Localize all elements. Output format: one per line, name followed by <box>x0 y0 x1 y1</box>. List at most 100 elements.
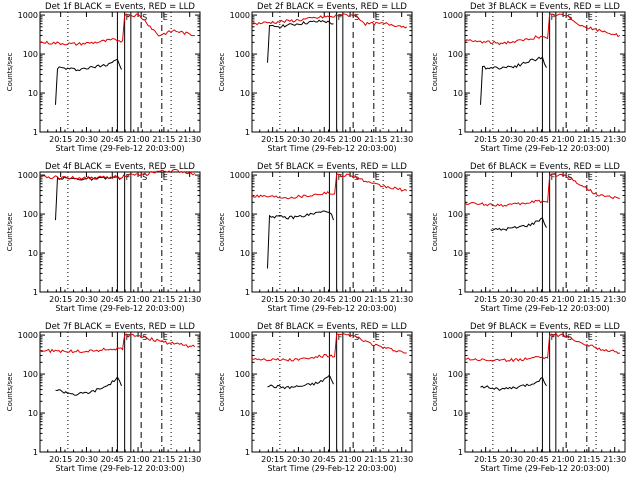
chart-5-y-tick-label: 100 <box>235 210 250 219</box>
chart-1-x-tick-label: 21:00 <box>127 135 150 144</box>
chart-1-lld-series-line <box>39 13 195 46</box>
chart-5-y-label: Counts/sec <box>218 213 226 252</box>
chart-7-lld-series-line <box>39 333 196 354</box>
chart-9-x-tick-label: 20:30 <box>500 455 523 464</box>
chart-1-y-tick-label: 1000 <box>18 11 38 20</box>
chart-2-x-label: Start Time (29-Feb-12 20:03:00) <box>267 144 396 153</box>
chart-9-x-tick-label: 20:45 <box>526 455 549 464</box>
chart-4-title: Det 4f BLACK = Events, RED = LLD <box>45 162 195 172</box>
chart-8-y-tick-label: 100 <box>235 370 250 379</box>
chart-5-title: Det 5f BLACK = Events, RED = LLD <box>257 162 407 172</box>
chart-2-y-tick-label: 1000 <box>230 11 250 20</box>
chart-7-y-tick-label: 100 <box>23 370 38 379</box>
chart-2-panel: Det 2f BLACK = Events, RED = LLD 1 10 100 10… <box>218 2 413 153</box>
chart-5-events-series-line <box>267 210 334 269</box>
chart-3-marker-label-f: F <box>551 13 556 22</box>
chart-4-marker-label-s: S <box>142 173 147 182</box>
chart-6-x-label: Start Time (29-Feb-12 20:03:00) <box>480 304 609 313</box>
chart-8-y-tick-label: 1000 <box>230 331 250 340</box>
chart-3-x-tick-label: 20:15 <box>474 135 497 144</box>
chart-6-x-tick-label: 20:30 <box>500 295 523 304</box>
chart-6-panel: Det 6f BLACK = Events, RED = LLD 1 10 100 10… <box>431 162 626 313</box>
chart-7-marker-label-f: F <box>126 333 131 342</box>
chart-8-marker-label-f: F <box>338 333 343 342</box>
chart-8-y-label: Counts/sec <box>218 373 226 412</box>
chart-1-marker-label-f: F <box>126 13 131 22</box>
chart-5-marker-label-f: F <box>338 173 343 182</box>
chart-1-x-tick-label: 21:30 <box>178 135 201 144</box>
chart-3-x-tick-label: 21:30 <box>603 135 626 144</box>
chart-2-y-tick-label: 1 <box>245 128 250 137</box>
chart-4-lld-series-line <box>40 169 196 180</box>
chart-2-marker-label-e: E <box>375 13 380 22</box>
chart-9-y-tick-label: 1000 <box>443 331 463 340</box>
chart-9-y-label: Counts/sec <box>431 373 439 412</box>
chart-8-x-tick-label: 20:15 <box>261 455 284 464</box>
chart-2-x-tick-label: 21:30 <box>390 135 413 144</box>
chart-3-x-tick-label: 20:30 <box>500 135 523 144</box>
chart-1-events-series-line <box>55 58 122 105</box>
chart-2-axes-frame <box>251 11 413 133</box>
chart-6-x-tick-label: 21:15 <box>577 295 600 304</box>
chart-3-y-tick-label: 1000 <box>443 11 463 20</box>
chart-7-x-tick-label: 20:30 <box>75 455 98 464</box>
chart-7-panel: Det 7f BLACK = Events, RED = LLD 1 10 100 10… <box>6 322 201 473</box>
chart-2-y-label: Counts/sec <box>218 53 226 92</box>
chart-4-marker-label-e: E <box>163 173 168 182</box>
chart-9-y-tick-label: 1 <box>458 448 463 457</box>
chart-5-y-tick-label: 10 <box>240 249 250 258</box>
chart-9-lld-series-line <box>464 333 620 363</box>
chart-1-y-tick-label: 1 <box>33 128 38 137</box>
chart-3-title: Det 3f BLACK = Events, RED = LLD <box>470 2 620 12</box>
chart-3-y-tick-label: 10 <box>453 89 463 98</box>
chart-7-x-label: Start Time (29-Feb-12 20:03:00) <box>55 464 184 473</box>
chart-1-y-tick-label: 100 <box>23 50 38 59</box>
chart-9-marker-label-s: S <box>567 333 572 342</box>
chart-6-y-tick-label: 10 <box>453 249 463 258</box>
chart-2-x-tick-label: 20:15 <box>261 135 284 144</box>
chart-1-x-tick-label: 20:15 <box>49 135 72 144</box>
chart-4-y-tick-label: 10 <box>28 249 38 258</box>
chart-4-x-tick-label: 20:30 <box>75 295 98 304</box>
chart-6-x-tick-label: 20:15 <box>474 295 497 304</box>
chart-2-x-tick-label: 21:00 <box>339 135 362 144</box>
chart-8-x-label: Start Time (29-Feb-12 20:03:00) <box>267 464 396 473</box>
chart-4-marker-label-f: F <box>126 173 131 182</box>
chart-7-y-label: Counts/sec <box>6 373 14 412</box>
chart-7-y-tick-label: 10 <box>28 409 38 418</box>
chart-5-x-tick-label: 20:30 <box>287 295 310 304</box>
chart-4-x-tick-label: 21:30 <box>178 295 201 304</box>
chart-9-x-tick-label: 20:15 <box>474 455 497 464</box>
chart-6-title: Det 6f BLACK = Events, RED = LLD <box>470 162 620 172</box>
chart-5-y-tick-label: 1000 <box>230 171 250 180</box>
chart-1-y-tick-label: 10 <box>28 89 38 98</box>
chart-6-y-tick-label: 1 <box>458 288 463 297</box>
chart-8-axes-frame <box>251 331 413 453</box>
chart-4-events-series-line <box>55 175 122 221</box>
chart-2-events-series-line <box>267 19 334 63</box>
chart-8-x-tick-label: 20:30 <box>287 455 310 464</box>
chart-8-x-tick-label: 20:45 <box>313 455 336 464</box>
chart-6-y-label: Counts/sec <box>431 213 439 252</box>
chart-5-x-tick-label: 21:00 <box>339 295 362 304</box>
chart-3-x-label: Start Time (29-Feb-12 20:03:00) <box>480 144 609 153</box>
chart-7-x-tick-label: 21:00 <box>127 455 150 464</box>
chart-9-x-tick-label: 21:00 <box>552 455 575 464</box>
chart-6-x-tick-label: 21:30 <box>603 295 626 304</box>
chart-1-x-label: Start Time (29-Feb-12 20:03:00) <box>55 144 184 153</box>
chart-9-panel: Det 9f BLACK = Events, RED = LLD 1 10 100 10… <box>431 322 626 473</box>
chart-2-x-tick-label: 20:45 <box>313 135 336 144</box>
chart-3-panel: Det 3f BLACK = Events, RED = LLD 1 10 100 10… <box>431 2 626 153</box>
chart-6-x-tick-label: 21:00 <box>552 295 575 304</box>
chart-1-y-label: Counts/sec <box>6 53 14 92</box>
chart-7-events-series-line <box>55 376 122 396</box>
chart-3-x-tick-label: 21:00 <box>552 135 575 144</box>
chart-8-x-tick-label: 21:15 <box>364 455 387 464</box>
chart-4-y-label: Counts/sec <box>6 213 14 252</box>
chart-7-title: Det 7f BLACK = Events, RED = LLD <box>45 322 195 332</box>
chart-5-x-tick-label: 21:30 <box>390 295 413 304</box>
chart-3-x-tick-label: 21:15 <box>577 135 600 144</box>
chart-8-x-tick-label: 21:30 <box>390 455 413 464</box>
chart-5-x-label: Start Time (29-Feb-12 20:03:00) <box>267 304 396 313</box>
